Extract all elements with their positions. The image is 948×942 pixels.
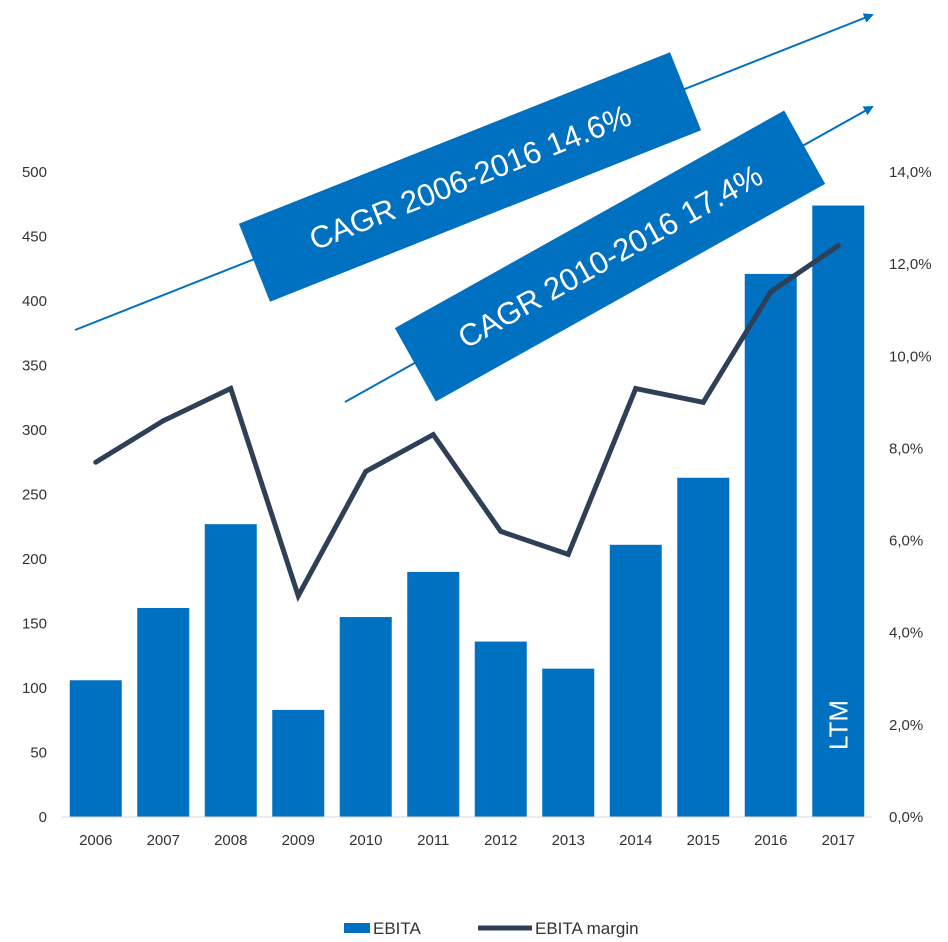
bar-2015 bbox=[677, 477, 730, 817]
x-tick-label-2015: 2015 bbox=[687, 832, 720, 849]
right-tick-label: 2,0% bbox=[889, 717, 923, 734]
margin-point-2006 bbox=[93, 459, 99, 465]
legend-swatch-ebita bbox=[344, 923, 370, 933]
x-tick-label-2006: 2006 bbox=[79, 832, 112, 849]
left-tick-label: 300 bbox=[22, 422, 47, 439]
left-tick-label: 150 bbox=[22, 616, 47, 633]
legend: EBITA EBITA margin bbox=[344, 919, 639, 938]
bar-2007 bbox=[137, 608, 190, 817]
x-tick-label-2007: 2007 bbox=[147, 832, 180, 849]
x-tick-label-2012: 2012 bbox=[484, 832, 517, 849]
x-tick-label-2011: 2011 bbox=[417, 832, 449, 849]
right-tick-label: 6,0% bbox=[889, 533, 923, 550]
margin-point-2013 bbox=[565, 551, 571, 557]
ltm-label: LTM bbox=[823, 700, 853, 750]
x-tick-label-2013: 2013 bbox=[552, 832, 585, 849]
bar-2006 bbox=[69, 680, 122, 817]
margin-point-2010 bbox=[363, 468, 369, 474]
left-tick-label: 100 bbox=[22, 680, 47, 697]
bar-2017 bbox=[812, 205, 865, 818]
bar-2016 bbox=[744, 273, 797, 817]
bar-2013 bbox=[542, 668, 595, 817]
right-tick-label: 4,0% bbox=[889, 625, 923, 642]
x-tick-label-2010: 2010 bbox=[349, 832, 382, 849]
left-tick-label: 500 bbox=[22, 164, 47, 181]
left-tick-label: 0 bbox=[39, 809, 47, 826]
margin-point-2012 bbox=[498, 528, 504, 534]
bar-2009 bbox=[272, 709, 325, 817]
x-axis-ticks: 2006 2007 2008 2009 2010 2011 2012 2013 2014 2015… bbox=[79, 832, 855, 849]
left-tick-label: 400 bbox=[22, 293, 47, 310]
right-tick-label: 14,0% bbox=[889, 164, 932, 181]
right-tick-label: 12,0% bbox=[889, 256, 932, 273]
bar-2011 bbox=[407, 571, 460, 817]
bar-2012 bbox=[474, 641, 527, 817]
x-tick-label-2008: 2008 bbox=[214, 832, 247, 849]
left-axis-ticks: 0 50 100 150 200 250 300 350 400 450 500 bbox=[22, 164, 47, 826]
ebita-margin-line bbox=[94, 243, 840, 603]
bar-2008 bbox=[204, 524, 257, 817]
x-tick-label-2009: 2009 bbox=[282, 832, 315, 849]
left-tick-label: 50 bbox=[30, 745, 47, 762]
x-tick-label-2017: 2017 bbox=[822, 832, 855, 849]
ebita-bars bbox=[69, 205, 865, 818]
margin-point-2014 bbox=[633, 386, 639, 392]
legend-label-ebita: EBITA bbox=[373, 919, 422, 938]
bar-2014 bbox=[609, 544, 662, 817]
legend-label-ebita-margin: EBITA margin bbox=[535, 919, 639, 938]
left-tick-label: 250 bbox=[22, 487, 47, 504]
margin-point-2016 bbox=[768, 289, 774, 295]
margin-point-2011 bbox=[430, 432, 436, 438]
margin-point-2007 bbox=[160, 418, 166, 424]
right-tick-label: 8,0% bbox=[889, 440, 923, 457]
margin-point-2017 bbox=[835, 243, 841, 249]
x-tick-label-2014: 2014 bbox=[619, 832, 652, 849]
x-tick-label-2016: 2016 bbox=[754, 832, 787, 849]
right-axis-ticks: 0,0% 2,0% 4,0% 6,0% 8,0% 10,0% 12,0% 14,0% bbox=[889, 164, 932, 826]
right-tick-label: 10,0% bbox=[889, 348, 932, 365]
bar-2010 bbox=[339, 617, 392, 817]
margin-point-2015 bbox=[700, 399, 706, 405]
left-tick-label: 450 bbox=[22, 229, 47, 246]
ebita-margin-points bbox=[93, 243, 841, 599]
margin-point-2008 bbox=[228, 386, 234, 392]
margin-point-2009 bbox=[295, 593, 301, 599]
left-tick-label: 200 bbox=[22, 551, 47, 568]
left-tick-label: 350 bbox=[22, 358, 47, 375]
right-tick-label: 0,0% bbox=[889, 809, 923, 826]
